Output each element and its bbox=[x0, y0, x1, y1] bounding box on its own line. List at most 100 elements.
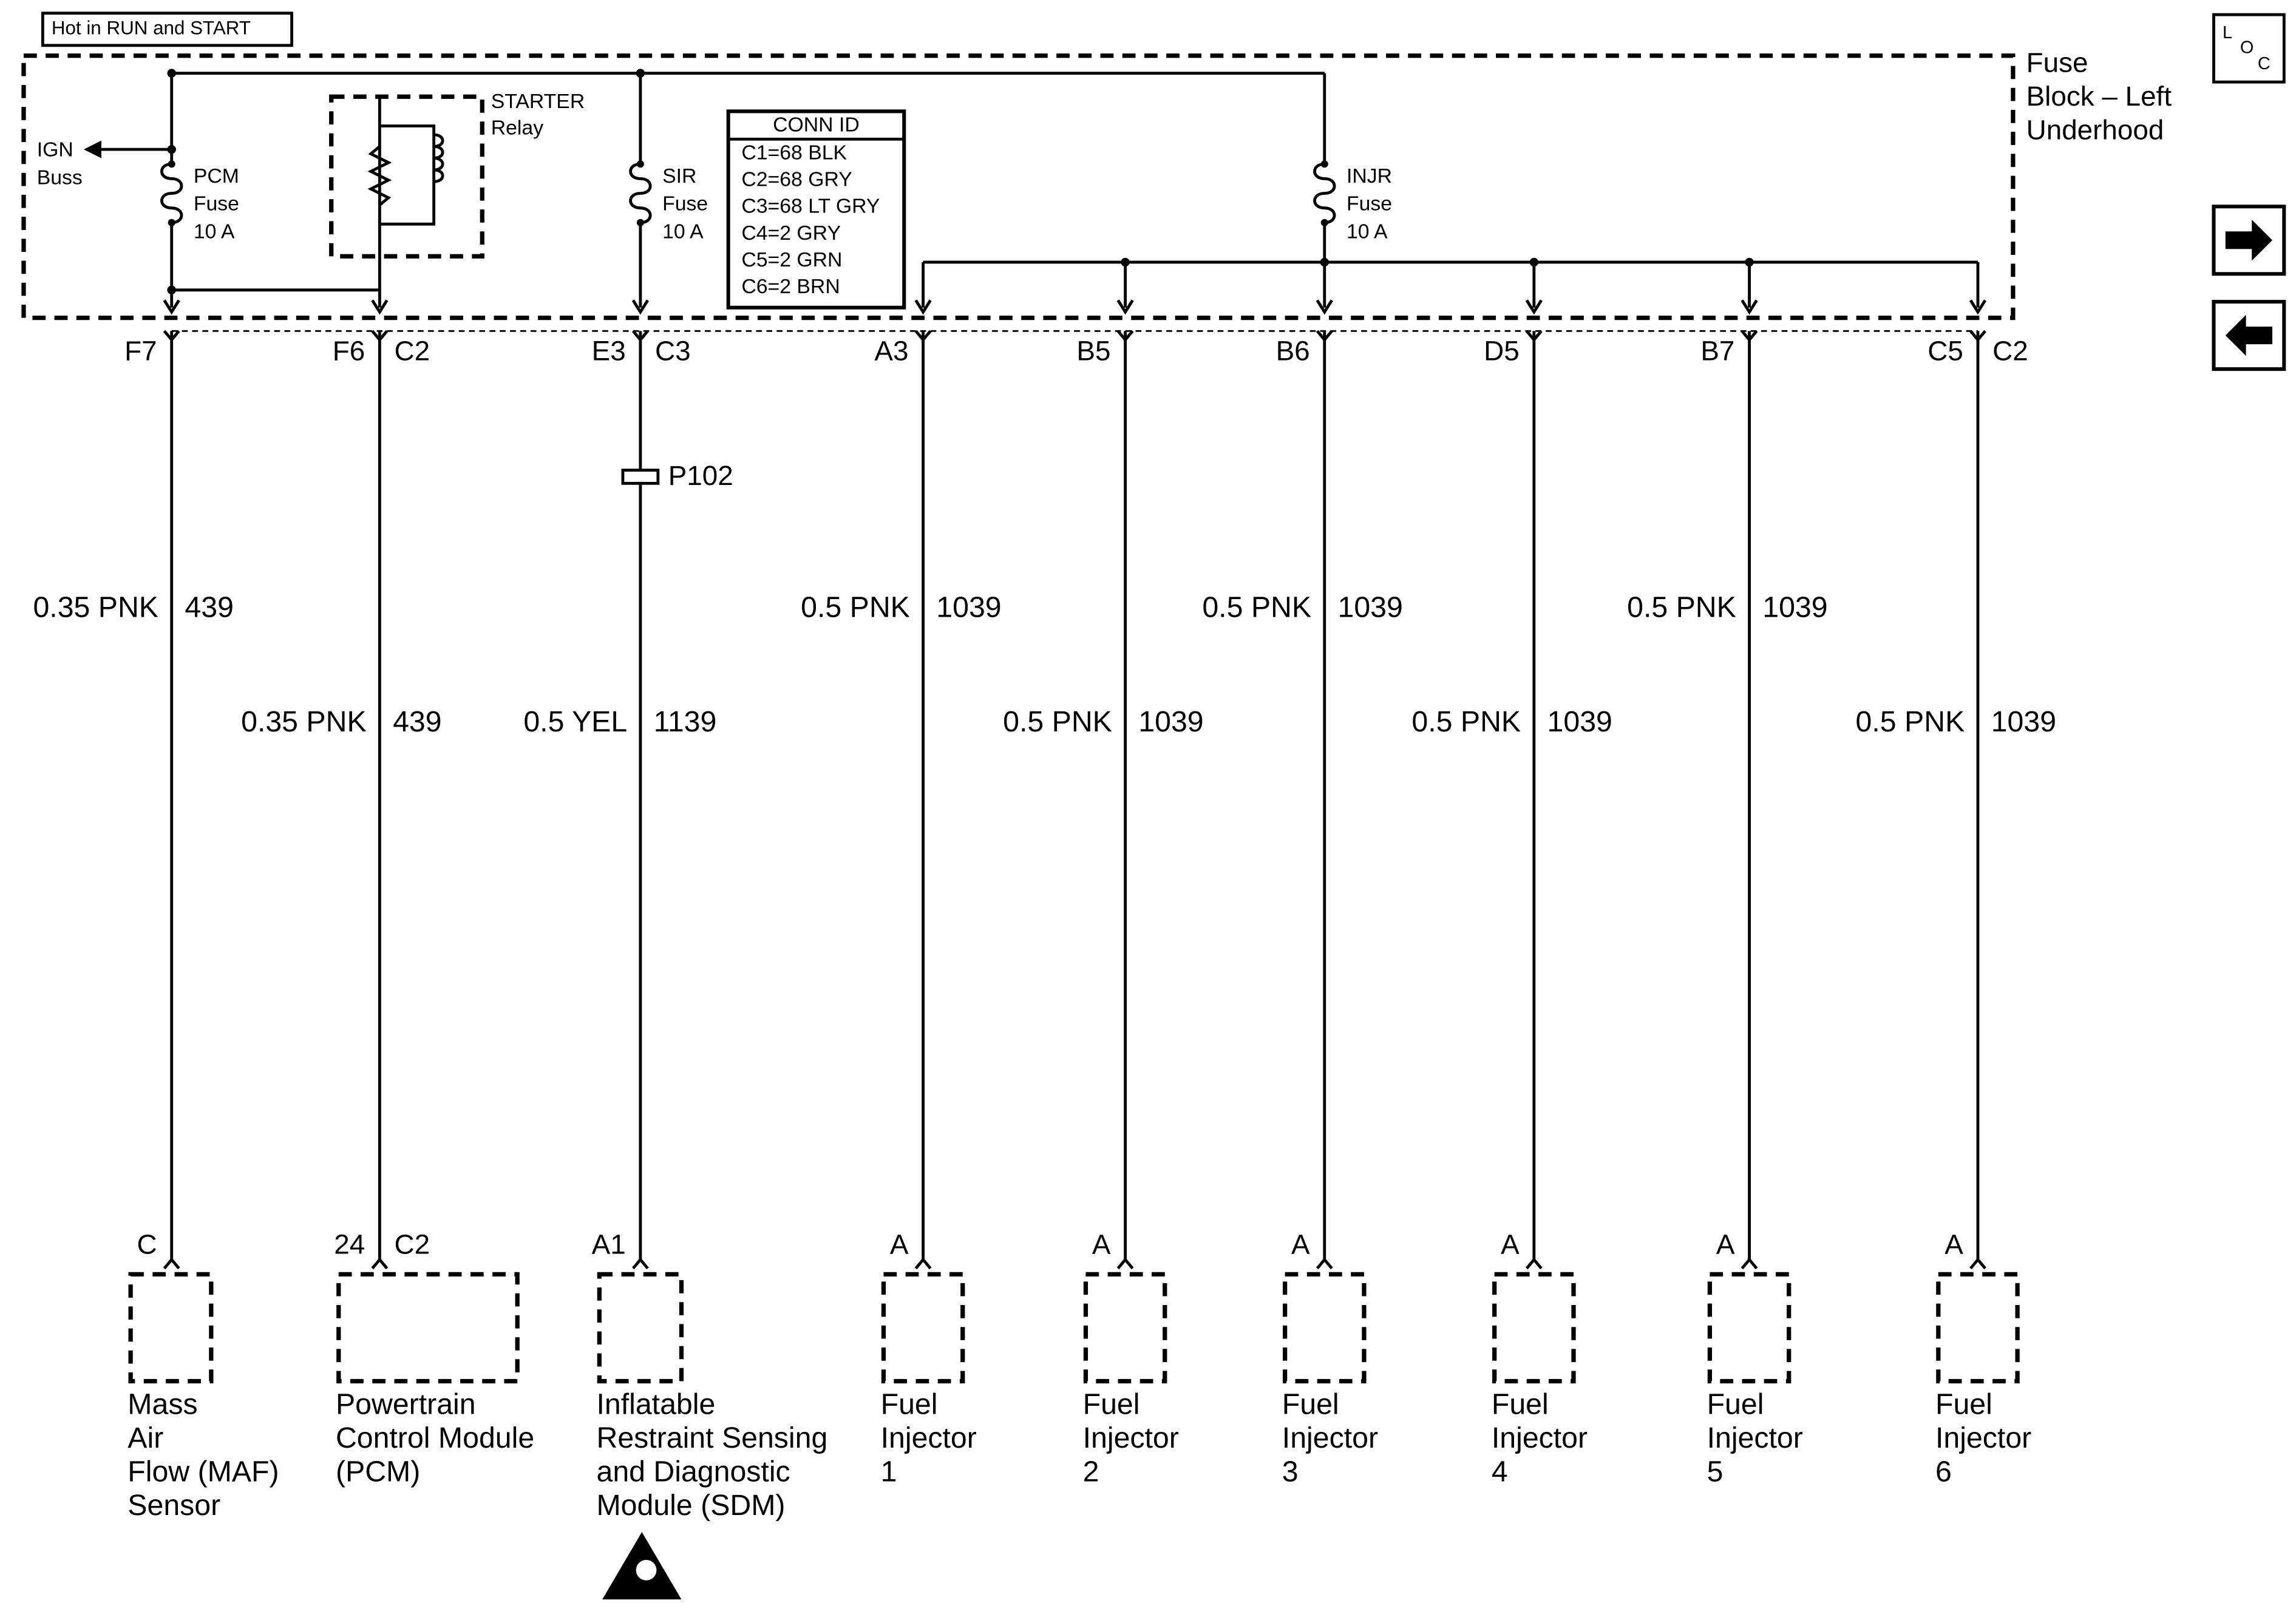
circuit-number: 1139 bbox=[654, 705, 717, 738]
wire-color: 0.5 PNK bbox=[1627, 591, 1736, 624]
component-outline bbox=[1283, 1272, 1367, 1384]
ign-label: Buss bbox=[37, 166, 83, 189]
component-outline bbox=[1936, 1272, 2020, 1384]
fuse-block-outline bbox=[21, 53, 2016, 320]
component-name: Inflatable bbox=[596, 1388, 715, 1420]
component-pin: A bbox=[1716, 1229, 1735, 1260]
circuit-number: 1039 bbox=[1762, 591, 1827, 624]
wire-color: 0.5 PNK bbox=[801, 591, 910, 624]
component-name: Injector bbox=[1083, 1422, 1179, 1454]
component-name: Fuel bbox=[1707, 1388, 1764, 1420]
wire-color: 0.5 PNK bbox=[1411, 705, 1521, 738]
wire-color: 0.35 PNK bbox=[241, 705, 367, 738]
relay-symbol bbox=[367, 97, 444, 257]
fuse-symbol bbox=[160, 162, 183, 225]
terminal bbox=[631, 299, 649, 1270]
component-pin: A bbox=[890, 1229, 909, 1260]
fuse-pin: B7 bbox=[1700, 336, 1734, 367]
component-name: Fuel bbox=[1083, 1388, 1140, 1420]
terminal bbox=[163, 299, 180, 1270]
component-name: Fuel bbox=[881, 1388, 938, 1420]
splice-dots bbox=[167, 69, 1754, 295]
component-pin: A bbox=[1944, 1229, 1963, 1260]
wire-color: 0.5 YEL bbox=[523, 705, 627, 738]
loc-letter: C bbox=[2258, 54, 2271, 73]
fuse-label: Fuse bbox=[194, 192, 239, 215]
component-name: Injector bbox=[1707, 1422, 1803, 1454]
component-name: Mass bbox=[127, 1388, 197, 1420]
component-outline bbox=[1492, 1272, 1576, 1384]
fuse-end bbox=[636, 160, 644, 168]
component-name: Flow (MAF) bbox=[127, 1455, 279, 1488]
fuse-label: 10 A bbox=[662, 220, 704, 243]
fuse-label: Fuse bbox=[662, 192, 708, 215]
fuse-block-name: Fuse bbox=[2026, 47, 2088, 78]
circuit-number: 439 bbox=[393, 705, 442, 738]
component-name: 3 bbox=[1282, 1455, 1299, 1488]
fuse-label: INJR bbox=[1347, 164, 1392, 188]
fuse-pin: E3 bbox=[592, 336, 626, 367]
fuse-end bbox=[168, 160, 175, 168]
prev-button[interactable] bbox=[2212, 300, 2286, 371]
fuse-pin: F7 bbox=[124, 336, 157, 367]
ign-arrow bbox=[83, 140, 101, 158]
component-name: and Diagnostic bbox=[596, 1455, 790, 1488]
conn-id-box bbox=[726, 109, 906, 310]
circuit-number: 1039 bbox=[936, 591, 1001, 624]
circuit-number: 1039 bbox=[1547, 705, 1612, 738]
terminal bbox=[1116, 299, 1134, 1270]
conn-id-title: CONN ID bbox=[773, 113, 860, 136]
fuse-pin: D5 bbox=[1484, 336, 1520, 367]
component-name: Module (SDM) bbox=[596, 1489, 785, 1522]
circuit-number: 439 bbox=[185, 591, 234, 624]
fuse-pin: F6 bbox=[333, 336, 365, 367]
component-name: 1 bbox=[881, 1455, 897, 1488]
fuse-block-name: Underhood bbox=[2026, 114, 2164, 145]
fuse-symbol bbox=[1313, 162, 1336, 225]
wire-color: 0.35 PNK bbox=[33, 591, 158, 624]
component-outline bbox=[881, 1272, 965, 1384]
component-outline bbox=[597, 1272, 684, 1384]
loc-icon bbox=[2212, 13, 2286, 84]
conn-id-row: C3=68 LT GRY bbox=[741, 195, 880, 218]
splice-label: P102 bbox=[668, 460, 733, 491]
relay-label: Relay bbox=[491, 116, 543, 139]
component-name: 5 bbox=[1707, 1455, 1724, 1488]
airbag-icon bbox=[602, 1532, 682, 1600]
fuse-label: Fuse bbox=[1347, 192, 1392, 215]
circuit-number: 1039 bbox=[1337, 591, 1402, 624]
fuse-label: 10 A bbox=[1347, 220, 1388, 243]
fuse-label: SIR bbox=[662, 164, 696, 188]
conn-id-row: C1=68 BLK bbox=[741, 141, 847, 164]
fuse-connector: C2 bbox=[1992, 336, 2028, 367]
component-outline bbox=[336, 1272, 520, 1384]
next-button[interactable] bbox=[2212, 205, 2286, 276]
fuse-label: 10 A bbox=[194, 220, 235, 243]
component-outline bbox=[1707, 1272, 1792, 1384]
ign-label: IGN bbox=[37, 138, 73, 161]
wire-color: 0.5 PNK bbox=[1856, 705, 1965, 738]
terminal bbox=[914, 299, 932, 1270]
conn-id-row: C4=2 GRY bbox=[741, 222, 841, 245]
terminal bbox=[371, 299, 389, 1270]
fuse-block-name: Block – Left bbox=[2026, 81, 2172, 112]
wire-color: 0.5 PNK bbox=[1202, 591, 1311, 624]
fuse-end bbox=[168, 219, 175, 226]
component-connector: C2 bbox=[394, 1229, 430, 1260]
component-pin: A bbox=[1501, 1229, 1520, 1260]
component-name: Control Module bbox=[336, 1422, 534, 1454]
terminal bbox=[1316, 299, 1333, 1270]
component-outline bbox=[1083, 1272, 1167, 1384]
loc-letter: L bbox=[2223, 23, 2232, 42]
terminal bbox=[1525, 299, 1543, 1270]
wire-color: 0.5 PNK bbox=[1003, 705, 1112, 738]
component-pin: 24 bbox=[334, 1229, 365, 1260]
fuse-end bbox=[1320, 160, 1328, 168]
component-name: Fuel bbox=[1492, 1388, 1549, 1420]
component-name: Sensor bbox=[127, 1489, 220, 1522]
circuit-number: 1039 bbox=[1138, 705, 1203, 738]
component-name: Restraint Sensing bbox=[596, 1422, 827, 1454]
component-pin: C bbox=[137, 1229, 157, 1260]
